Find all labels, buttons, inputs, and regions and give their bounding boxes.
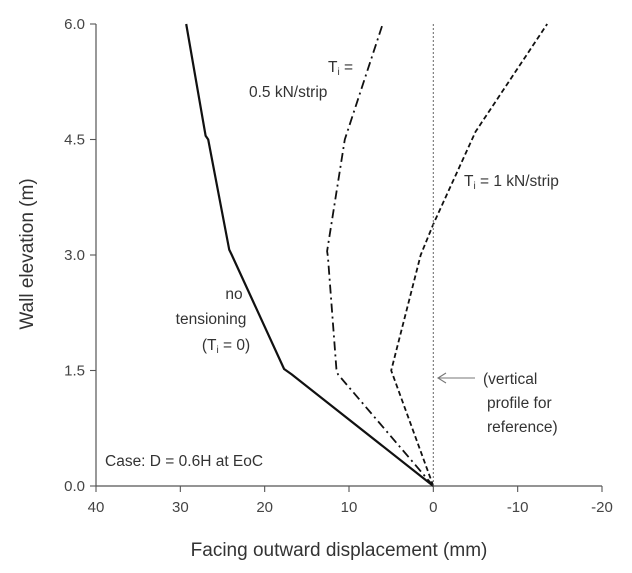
x-tick-label: -20 bbox=[591, 499, 613, 516]
y-tick-label: 0.0 bbox=[64, 478, 85, 495]
y-tick-label: 1.5 bbox=[64, 363, 85, 380]
x-tick-label: 20 bbox=[256, 499, 273, 516]
annotation-one: Ti = 1 kN/strip bbox=[464, 173, 559, 192]
plot-frame bbox=[95, 24, 602, 487]
x-tick-label: -10 bbox=[507, 499, 529, 516]
x-tick-label: 0 bbox=[429, 499, 437, 516]
annotation-vertical-line3: reference) bbox=[487, 419, 558, 436]
annotation-vertical-line2: profile for bbox=[487, 395, 552, 412]
series-line-solid bbox=[185, 23, 434, 487]
x-tick-label: 40 bbox=[88, 499, 105, 516]
annotation-case: Case: D = 0.6H at EoC bbox=[105, 453, 263, 470]
annotation-no-tension-line2: tensioning bbox=[176, 311, 247, 328]
y-tick-label: 3.0 bbox=[64, 247, 85, 264]
annotation-no-tension-line3: (Ti = 0) bbox=[202, 337, 250, 356]
annotation-half-line2: 0.5 kN/strip bbox=[249, 84, 327, 101]
x-axis-ticks: 40 30 20 10 0 -10 -20 bbox=[88, 486, 613, 516]
x-axis-label: Facing outward displacement (mm) bbox=[191, 540, 488, 561]
series-line-dashed bbox=[390, 23, 548, 487]
y-axis-label: Wall elevation (m) bbox=[17, 178, 38, 329]
y-tick-label: 4.5 bbox=[64, 132, 85, 149]
x-tick-label: 30 bbox=[172, 499, 189, 516]
annotation-vertical-line1: (vertical bbox=[483, 371, 537, 388]
y-axis-ticks: 0.0 1.5 3.0 4.5 6.0 bbox=[64, 16, 96, 495]
annotation-no-tension-line1: no bbox=[225, 286, 242, 303]
y-tick-label: 6.0 bbox=[64, 16, 85, 33]
series-layer bbox=[185, 23, 548, 487]
series-line-dashdot bbox=[326, 23, 434, 487]
annotation-half-line1: Ti = bbox=[328, 59, 353, 78]
reference-arrow-head bbox=[436, 372, 447, 384]
x-tick-label: 10 bbox=[341, 499, 358, 516]
